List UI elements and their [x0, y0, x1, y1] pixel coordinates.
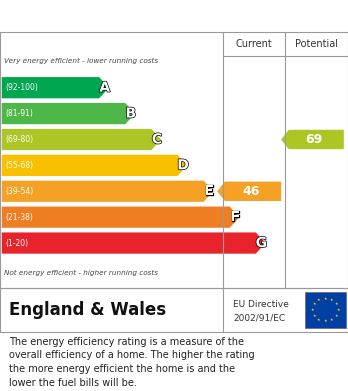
Text: ★: ★	[311, 308, 314, 312]
Text: ★: ★	[324, 319, 327, 323]
Text: (39-54): (39-54)	[5, 187, 33, 196]
Polygon shape	[2, 232, 266, 254]
Text: Current: Current	[236, 39, 272, 49]
Text: D: D	[177, 158, 189, 172]
Text: ★: ★	[337, 308, 340, 312]
Polygon shape	[281, 130, 344, 149]
Text: B: B	[126, 107, 136, 120]
Text: (55-68): (55-68)	[5, 161, 33, 170]
Text: ★: ★	[335, 314, 338, 318]
Text: A: A	[100, 81, 110, 95]
Text: F: F	[230, 210, 240, 224]
Text: EU Directive: EU Directive	[233, 300, 289, 309]
Bar	[304, 292, 346, 328]
Text: (81-91): (81-91)	[5, 109, 33, 118]
Text: ★: ★	[313, 302, 316, 306]
Text: Potential: Potential	[295, 39, 338, 49]
Text: 46: 46	[242, 185, 260, 198]
Text: ★: ★	[313, 314, 316, 318]
Polygon shape	[2, 129, 161, 150]
Text: The energy efficiency rating is a measure of the
overall efficiency of a home. T: The energy efficiency rating is a measur…	[9, 337, 254, 387]
Text: (1-20): (1-20)	[5, 239, 28, 248]
Text: E: E	[204, 184, 214, 198]
Text: ★: ★	[324, 296, 327, 301]
Text: Very energy efficient - lower running costs: Very energy efficient - lower running co…	[4, 58, 158, 64]
Polygon shape	[2, 77, 109, 98]
Text: 69: 69	[306, 133, 323, 146]
Text: ★: ★	[330, 298, 334, 302]
Text: ★: ★	[317, 318, 321, 322]
Text: (21-38): (21-38)	[5, 213, 33, 222]
Text: 2002/91/EC: 2002/91/EC	[233, 314, 285, 323]
Polygon shape	[217, 181, 281, 201]
Text: Energy Efficiency Rating: Energy Efficiency Rating	[9, 9, 210, 23]
Text: ★: ★	[335, 302, 338, 306]
Polygon shape	[2, 181, 213, 202]
Text: (92-100): (92-100)	[5, 83, 38, 92]
Text: ★: ★	[317, 298, 321, 302]
Text: Not energy efficient - higher running costs: Not energy efficient - higher running co…	[4, 270, 158, 276]
Polygon shape	[2, 206, 239, 228]
Text: England & Wales: England & Wales	[9, 301, 166, 319]
Text: G: G	[256, 236, 267, 250]
Text: ★: ★	[330, 318, 334, 322]
Polygon shape	[2, 103, 135, 124]
Text: C: C	[152, 133, 162, 147]
Polygon shape	[2, 155, 187, 176]
Text: (69-80): (69-80)	[5, 135, 33, 144]
